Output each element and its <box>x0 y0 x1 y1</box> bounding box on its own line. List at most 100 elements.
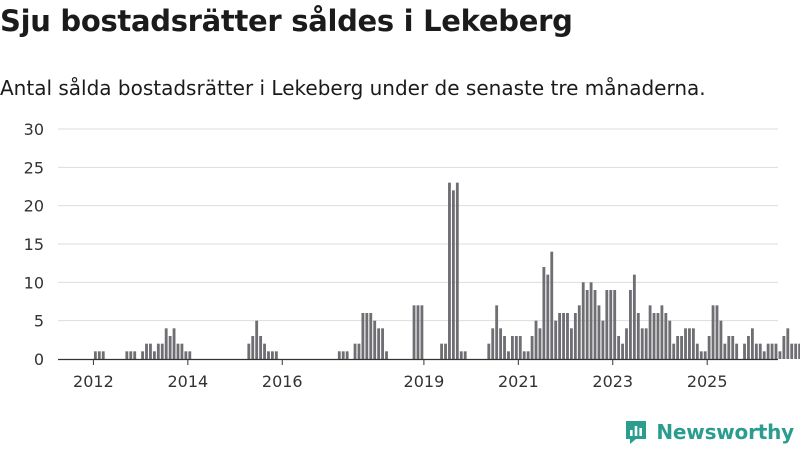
x-tick-label: 2019 <box>404 372 445 391</box>
bar <box>664 313 668 359</box>
bar <box>345 351 349 359</box>
bar <box>711 305 715 359</box>
bar <box>625 328 628 359</box>
bar <box>251 336 255 359</box>
bar <box>184 351 188 359</box>
bar <box>703 351 707 359</box>
bar <box>566 313 569 359</box>
bar <box>93 351 97 359</box>
bar <box>168 336 172 359</box>
bar <box>597 305 601 359</box>
bar <box>668 320 672 359</box>
bar <box>774 343 778 359</box>
bar <box>152 351 156 359</box>
bar <box>172 328 176 359</box>
bar <box>459 351 463 359</box>
y-tick-label: 10 <box>24 273 44 292</box>
bar <box>743 343 746 359</box>
bar <box>149 343 152 359</box>
bar <box>585 290 589 359</box>
bar <box>145 343 148 359</box>
bar <box>672 343 676 359</box>
bar <box>503 336 506 359</box>
bar <box>448 182 451 359</box>
bar <box>274 351 278 359</box>
bar <box>699 351 703 359</box>
newsworthy-logo-icon <box>626 421 647 444</box>
bar <box>522 351 526 359</box>
y-tick-label: 15 <box>24 235 44 254</box>
bar <box>361 313 365 359</box>
bar <box>762 351 766 359</box>
chart-subtitle: Antal sålda bostadsrätter i Lekeberg und… <box>0 76 706 100</box>
bar <box>707 336 711 359</box>
bar <box>101 351 105 359</box>
bar <box>381 328 384 359</box>
bar <box>176 343 180 359</box>
bar <box>451 190 455 359</box>
bar <box>487 343 491 359</box>
bar <box>365 313 369 359</box>
bar <box>629 290 632 359</box>
bar <box>534 320 538 359</box>
brand-logo: Newsworthy <box>624 419 794 445</box>
bar <box>621 343 624 359</box>
y-tick-label: 20 <box>24 197 44 216</box>
bar <box>156 343 160 359</box>
x-tick-label: 2014 <box>167 372 208 391</box>
bar <box>558 313 562 359</box>
bar <box>357 343 361 359</box>
chart-title: Sju bostadsrätter såldes i Lekeberg <box>0 4 573 38</box>
bar <box>337 351 341 359</box>
bar <box>589 282 593 359</box>
bar <box>495 305 499 359</box>
bar <box>747 336 750 359</box>
bar <box>778 351 782 359</box>
bar <box>652 313 656 359</box>
x-tick-label: 2023 <box>592 372 633 391</box>
bar <box>632 274 636 359</box>
bar <box>255 320 259 359</box>
y-tick-label: 25 <box>24 158 44 177</box>
x-axis-tick-labels: 2012 2014 2016 2019 2021 2023 2025 <box>73 372 727 391</box>
bar <box>688 328 691 359</box>
bar <box>499 328 503 359</box>
bar <box>259 336 263 359</box>
bar <box>97 351 101 359</box>
bar <box>731 336 735 359</box>
brand-name: Newsworthy <box>656 420 794 444</box>
bar <box>518 336 522 359</box>
bar <box>758 343 762 359</box>
bar <box>160 343 164 359</box>
bar <box>766 343 770 359</box>
bar <box>463 351 467 359</box>
bar <box>542 267 546 359</box>
y-tick-label: 5 <box>34 312 44 331</box>
bar <box>530 336 534 359</box>
bar <box>546 274 550 359</box>
bar <box>507 351 510 359</box>
bar <box>790 343 794 359</box>
bar <box>263 343 266 359</box>
bar <box>786 328 790 359</box>
bar <box>550 251 554 359</box>
bar <box>577 305 581 359</box>
bar <box>644 328 648 359</box>
bar <box>770 343 774 359</box>
bar <box>676 336 680 359</box>
bar <box>341 351 345 359</box>
bar <box>680 336 683 359</box>
bar <box>660 305 664 359</box>
bar <box>373 320 377 359</box>
bar <box>605 290 609 359</box>
x-tick-label: 2016 <box>262 372 303 391</box>
bar <box>510 336 514 359</box>
bar <box>735 343 739 359</box>
bar <box>562 313 565 359</box>
gridlines <box>58 128 778 322</box>
bar <box>491 328 495 359</box>
bar <box>640 328 644 359</box>
bar <box>648 305 652 359</box>
bar <box>727 336 731 359</box>
bar <box>129 351 133 359</box>
